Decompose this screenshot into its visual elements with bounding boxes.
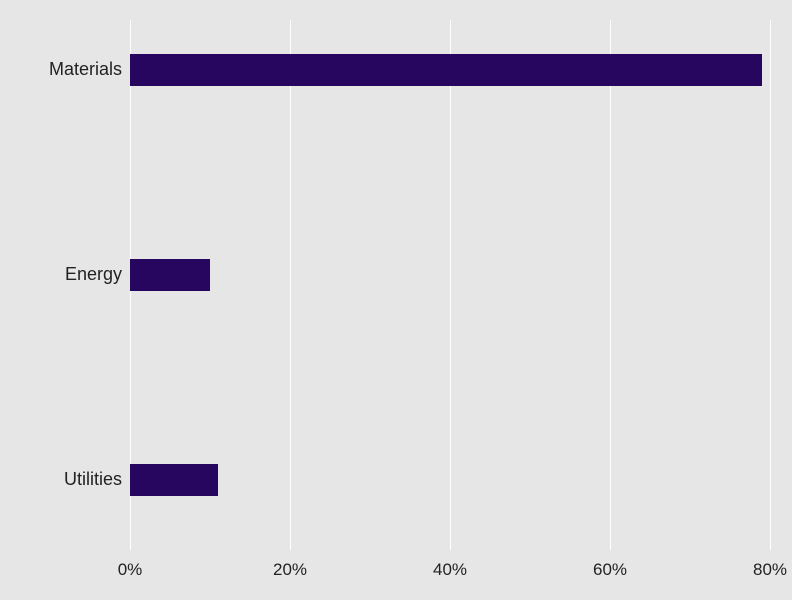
x-axis-tick-label: 0% [118, 560, 143, 580]
bar [130, 54, 762, 86]
gridline [770, 20, 771, 550]
gridline [450, 20, 451, 550]
y-axis-category-label: Utilities [22, 469, 122, 490]
gridline [610, 20, 611, 550]
x-axis-tick-label: 60% [593, 560, 627, 580]
bar [130, 259, 210, 291]
bar [130, 464, 218, 496]
y-axis-category-label: Energy [22, 264, 122, 285]
gridline [290, 20, 291, 550]
plot-area [130, 20, 770, 550]
horizontal-bar-chart: 0% 20% 40% 60% 80% Materials Energy Utilities [0, 0, 792, 600]
y-axis-category-label: Materials [22, 59, 122, 80]
x-axis-tick-label: 80% [753, 560, 787, 580]
x-axis-tick-label: 20% [273, 560, 307, 580]
x-axis-tick-label: 40% [433, 560, 467, 580]
